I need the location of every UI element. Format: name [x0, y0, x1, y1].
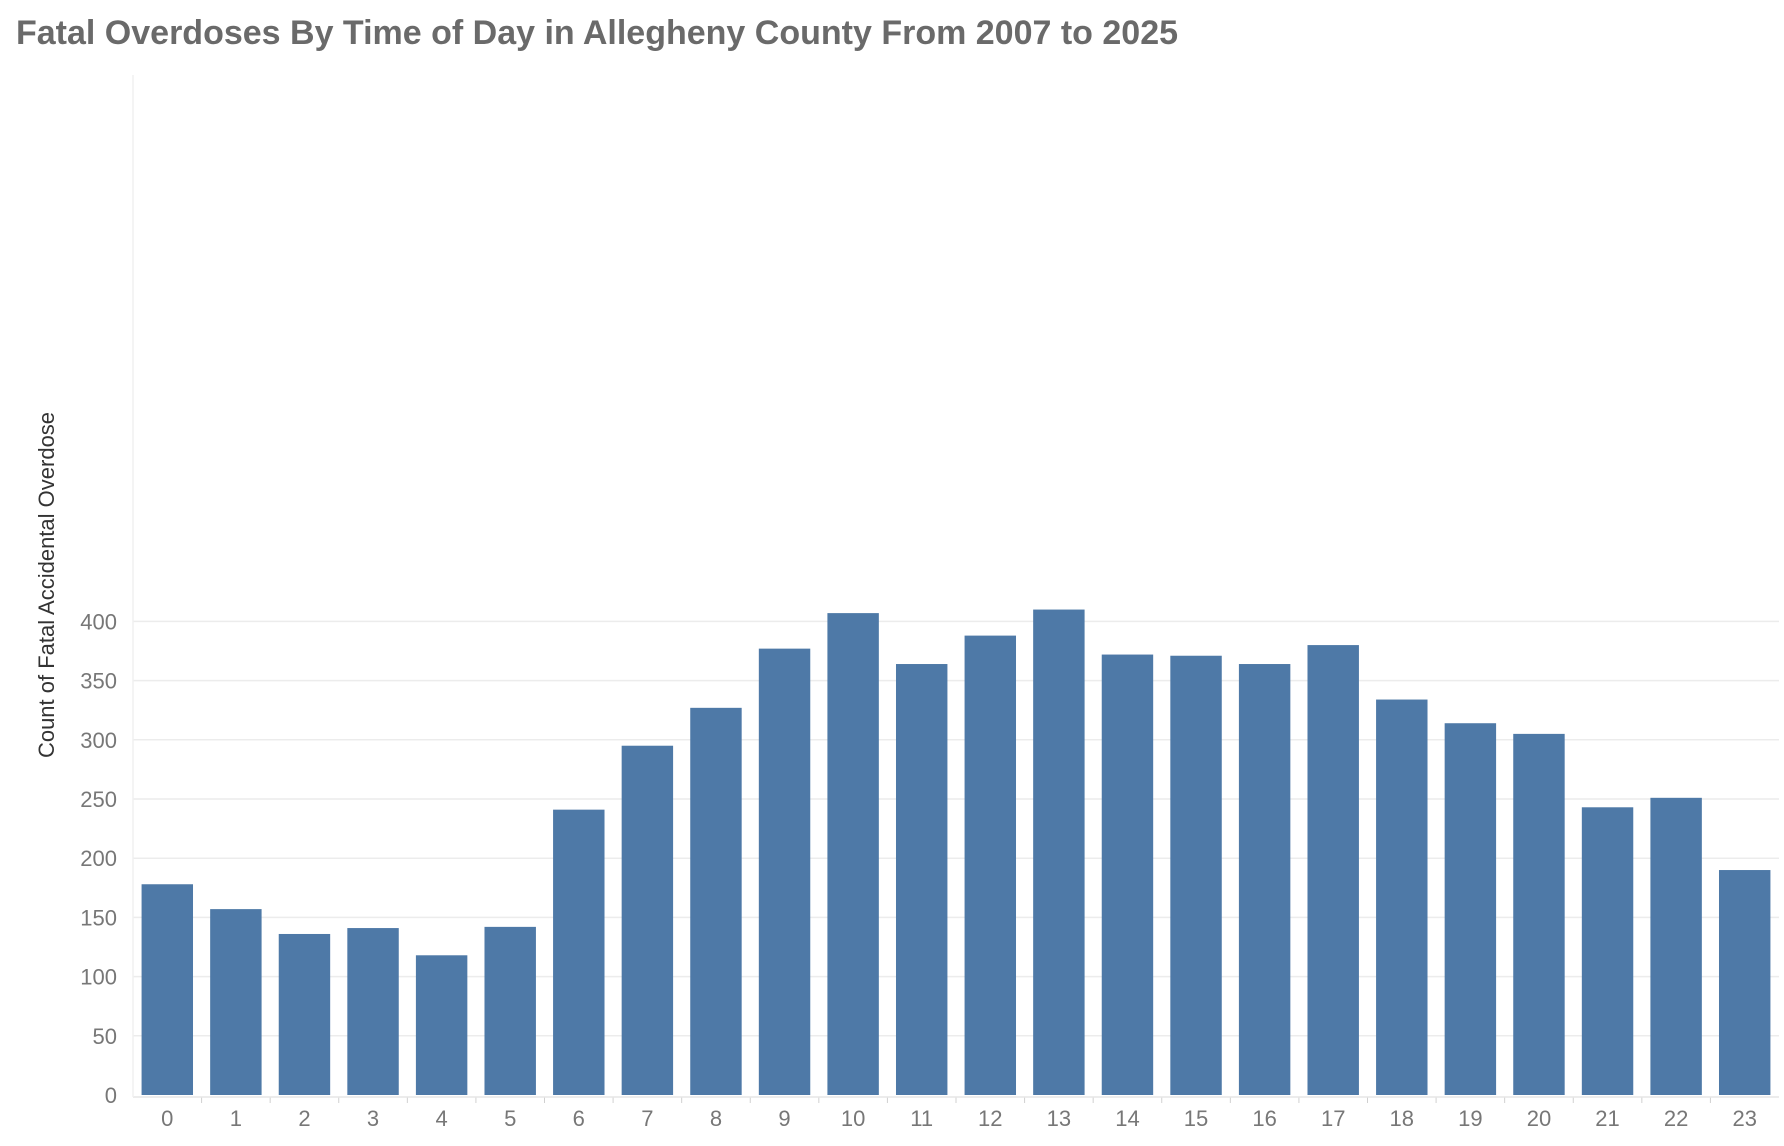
- y-tick-label: 300: [80, 728, 117, 753]
- x-tick-label: 21: [1595, 1106, 1619, 1131]
- x-tick-label: 5: [504, 1106, 516, 1131]
- bar-20: [1513, 733, 1565, 1095]
- x-tick-label: 22: [1664, 1106, 1688, 1131]
- x-tick-label: 18: [1390, 1106, 1414, 1131]
- bar-15: [1170, 655, 1222, 1095]
- bar-10: [827, 613, 879, 1095]
- x-tick-label: 2: [298, 1106, 310, 1131]
- bars: [141, 609, 1771, 1095]
- y-tick-label: 250: [80, 787, 117, 812]
- x-tick-label: 19: [1458, 1106, 1482, 1131]
- bar-16: [1238, 664, 1291, 1095]
- y-tick-label: 400: [80, 609, 117, 634]
- x-tick-label: 13: [1047, 1106, 1071, 1131]
- bar-8: [690, 707, 742, 1095]
- bar-22: [1650, 797, 1702, 1095]
- bar-6: [553, 809, 605, 1095]
- x-tick-label: 9: [778, 1106, 790, 1131]
- bar-14: [1101, 654, 1154, 1095]
- bar-1: [210, 909, 262, 1095]
- x-tick-label: 20: [1527, 1106, 1551, 1131]
- bar-11: [895, 664, 948, 1095]
- x-tick-label: 11: [910, 1106, 933, 1131]
- bar-4: [415, 955, 468, 1095]
- x-tick-label: 23: [1732, 1106, 1756, 1131]
- x-tick-label: 6: [573, 1106, 585, 1131]
- y-axis-ticks: 0 50 100 150 200 250 300 350 400: [80, 609, 117, 1108]
- y-tick-label: 50: [93, 1024, 117, 1049]
- x-tick-label: 12: [978, 1106, 1002, 1131]
- bar-3: [347, 928, 399, 1095]
- x-tick-label: 7: [641, 1106, 653, 1131]
- bar-12: [964, 635, 1017, 1095]
- x-tick-label: 17: [1321, 1106, 1345, 1131]
- x-tick-label: 3: [367, 1106, 379, 1131]
- y-tick-label: 0: [105, 1083, 117, 1108]
- x-axis-ticks: 0 1 2 3 4 5 6 7 8 9 10 11 12 13 14 15 16 17 18 19 20 21 22 23: [161, 1097, 1757, 1131]
- x-tick-label: 0: [161, 1106, 173, 1131]
- gridlines: [133, 620, 1779, 1037]
- bar-5: [484, 926, 536, 1095]
- y-tick-label: 100: [80, 965, 117, 990]
- bar-23: [1718, 870, 1771, 1095]
- bar-2: [278, 933, 331, 1095]
- bar-13: [1033, 609, 1085, 1095]
- x-tick-label: 4: [436, 1106, 448, 1131]
- bar-18: [1376, 699, 1428, 1095]
- x-tick-label: 15: [1184, 1106, 1208, 1131]
- x-tick-label: 14: [1115, 1106, 1139, 1131]
- x-tick-label: 16: [1252, 1106, 1276, 1131]
- bar-21: [1581, 807, 1634, 1095]
- y-tick-label: 350: [80, 669, 117, 694]
- y-axis-label: Count of Fatal Accidental Overdose: [34, 412, 59, 758]
- bar-19: [1444, 723, 1497, 1095]
- bar-9: [758, 648, 811, 1095]
- bar-7: [621, 745, 674, 1095]
- y-tick-label: 150: [80, 905, 117, 930]
- x-tick-label: 10: [841, 1106, 865, 1131]
- chart-title: Fatal Overdoses By Time of Day in Allegh…: [16, 14, 1179, 52]
- bar-0: [141, 884, 194, 1095]
- bar-17: [1307, 645, 1359, 1095]
- x-tick-label: 1: [230, 1106, 242, 1131]
- x-tick-label: 8: [710, 1106, 722, 1131]
- y-tick-label: 200: [80, 846, 117, 871]
